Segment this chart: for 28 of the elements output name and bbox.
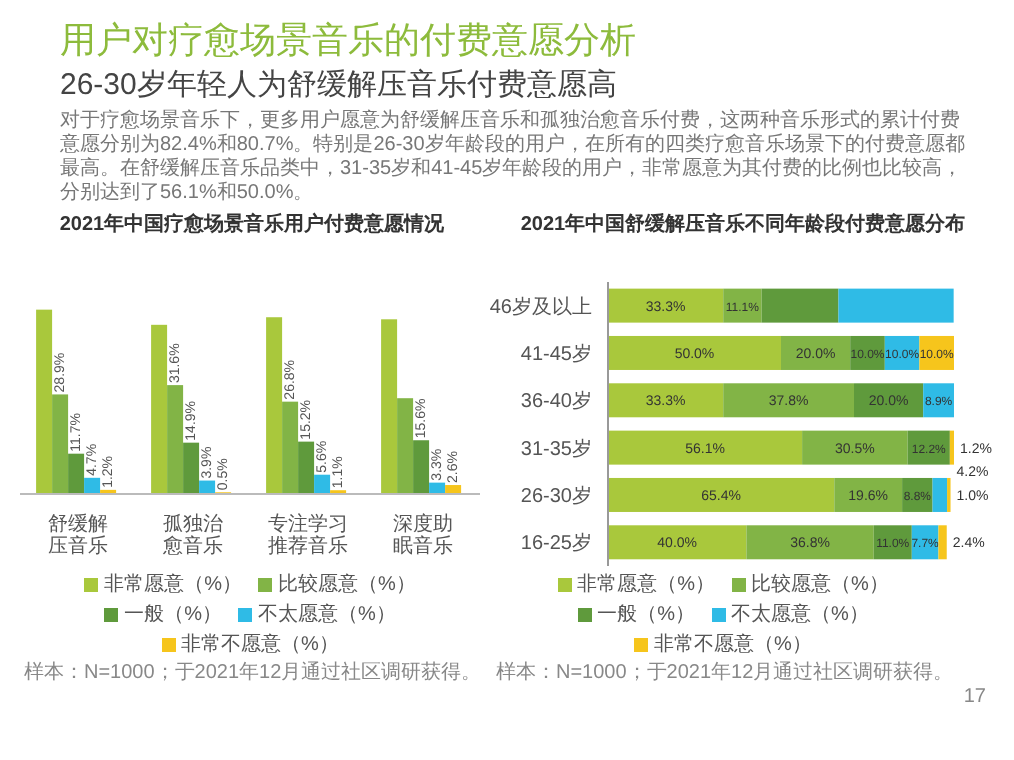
legend-label: 非常不愿意（%） [179,631,339,658]
text: 样本：N=1000；于2021年12月通过社区调研获得。 [24,659,482,686]
y-tick-label: 36-40岁 [520,389,592,414]
x-tick-label: 舒缓解压音乐 [47,512,108,558]
chart-title: 2021年中国疗愈场景音乐用户付费意愿情况 [57,210,447,238]
text: 样本：N=1000；于2021年12月通过社区调研获得。 [496,659,956,686]
x-tick-label: 孤独治愈音乐 [160,512,223,558]
text: 17 [961,686,986,708]
legend-label: 不太愿意（%） [729,601,869,628]
legend-label: 一般（%） [595,602,695,628]
text: 26-30岁年轻人为舒缓解压音乐付费意愿高 [60,66,619,104]
y-tick-label: 46岁及以上 [489,294,592,319]
text: 用户对疗愈场景音乐的付费意愿分析 [60,18,638,64]
legend-label: 比较愿意（%） [276,571,416,598]
y-tick-label: 31-35岁 [520,436,592,461]
x-tick-label: 专注学习推荐音乐 [267,512,348,558]
legend-label: 一般（%） [122,602,222,628]
legend-label: 非常愿意（%） [102,571,242,598]
legend-label: 非常不愿意（%） [652,631,812,658]
y-tick-label: 26-30岁 [520,484,592,509]
legend-label: 比较愿意（%） [749,571,889,598]
y-tick-label: 16-25岁 [520,531,592,556]
legend-label: 不太愿意（%） [256,601,396,628]
legend-label: 非常愿意（%） [575,571,715,598]
y-tick-label: 41-45岁 [520,342,592,367]
text: 对于疗愈场景音乐下，更多用户愿意为舒缓解压音乐和孤独治愈音乐付费，这两种音乐形式的累计付费意愿分别为82.4%和80.7%。特别是26-30岁年龄段的用户，在所有的四类疗愈音乐场景下的付费意愿都最高。在舒缓解压音乐品类中，31-35岁和41-45岁年龄段的用户，非常愿意为其付费的比例也比较高，分别达到了56.1%和50.0%。 [60,110,966,206]
x-tick-label: 深度助眠音乐 [392,512,453,558]
chart-title: 2021年中国舒缓解压音乐不同年龄段付费意愿分布 [518,210,968,238]
